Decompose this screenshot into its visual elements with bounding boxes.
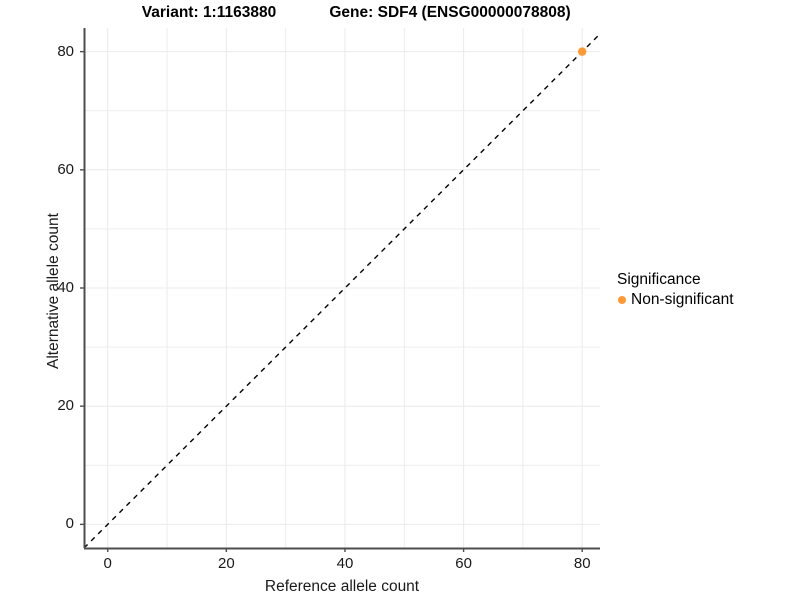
- legend: Significance Non-significant: [614, 270, 798, 309]
- gridlines-major: [84, 28, 600, 548]
- legend-item-label: Non-significant: [631, 291, 734, 308]
- data-points-layer: [578, 47, 587, 56]
- x-tick-label: 0: [103, 555, 112, 572]
- x-tick-label: 20: [218, 555, 235, 572]
- variant-title: Variant: 1:1163880: [141, 4, 277, 21]
- plot-canvas: [84, 28, 600, 548]
- y-tick-label: 60: [57, 160, 74, 178]
- y-tick-label: 80: [57, 42, 74, 60]
- x-axis-title: Reference allele count: [264, 578, 420, 595]
- legend-title: Significance: [617, 271, 701, 288]
- y-axis-tick-labels: 0 20 40 60 80: [0, 0, 74, 600]
- legend-entries: Non-significant: [614, 290, 798, 309]
- figure-title-row: Variant: 1:1163880 Gene: SDF4 (ENSG00000…: [0, 4, 800, 26]
- x-tick-label: 60: [455, 555, 472, 572]
- gene-title: Gene: SDF4 (ENSG00000078808): [329, 4, 571, 21]
- y-tick-label: 40: [57, 279, 74, 296]
- x-tick-label: 40: [336, 555, 354, 572]
- y-axis-title: Alternative allele count: [45, 213, 62, 369]
- legend-marker-icon: [614, 291, 631, 308]
- y-tick-label: 20: [57, 397, 74, 415]
- legend-item[interactable]: Non-significant: [614, 290, 798, 309]
- y-tick-label: 0: [65, 515, 74, 533]
- plot-panel: [84, 28, 600, 548]
- x-tick-label: 80: [573, 555, 591, 572]
- diagonal-reference-line: [84, 33, 600, 548]
